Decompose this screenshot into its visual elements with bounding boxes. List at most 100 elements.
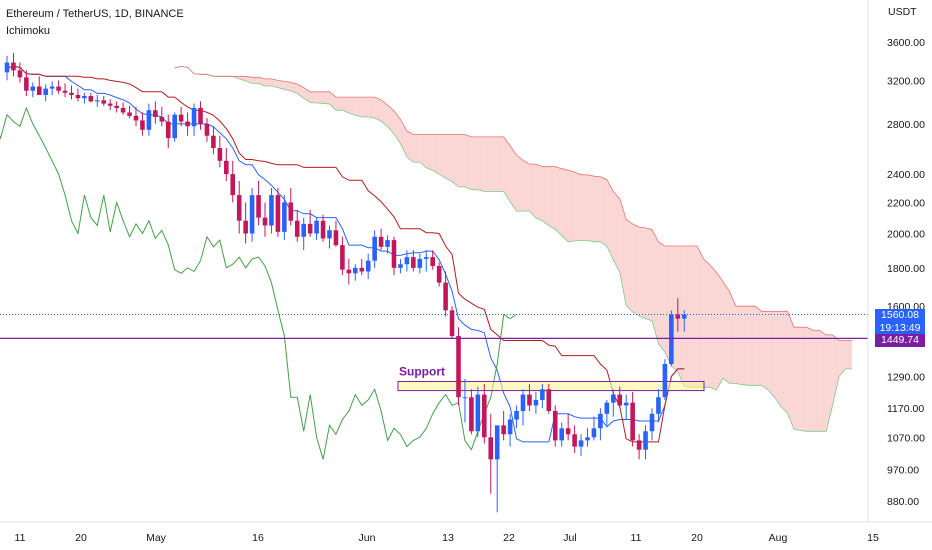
candle-body bbox=[604, 402, 610, 414]
candle-body bbox=[30, 86, 36, 91]
cloud-segment bbox=[613, 191, 620, 273]
last-price-tag: 1560.08 19:13:49 bbox=[875, 309, 925, 335]
candle bbox=[17, 62, 23, 83]
cloud-segment bbox=[303, 87, 311, 103]
candle bbox=[546, 384, 552, 414]
price-tick-label: 1800.00 bbox=[887, 263, 925, 275]
candle-body bbox=[36, 86, 42, 95]
time-tick-label: 16 bbox=[252, 532, 264, 544]
candle bbox=[140, 112, 145, 136]
candle-body bbox=[17, 70, 23, 78]
candle bbox=[224, 148, 229, 181]
candle-body bbox=[623, 402, 629, 406]
price-axis-unit: USDT bbox=[888, 6, 917, 18]
candle bbox=[256, 180, 261, 226]
candle bbox=[630, 391, 635, 447]
candle-body bbox=[585, 437, 590, 441]
candle bbox=[95, 94, 100, 107]
cloud-segment bbox=[574, 172, 582, 241]
tenkan-sen-line bbox=[6, 65, 685, 443]
candle-body bbox=[107, 103, 113, 106]
candle bbox=[49, 81, 55, 95]
candle-body bbox=[669, 314, 674, 364]
candle-body bbox=[327, 230, 332, 239]
candle-body bbox=[488, 437, 494, 460]
candle-body bbox=[11, 62, 16, 71]
candle-body bbox=[275, 195, 281, 232]
candle bbox=[230, 160, 236, 203]
candle bbox=[211, 126, 216, 155]
candle bbox=[11, 53, 16, 77]
candle-body bbox=[243, 220, 248, 234]
time-tick-label: Jul bbox=[563, 532, 576, 544]
candle-body bbox=[527, 394, 532, 406]
candle bbox=[178, 106, 184, 127]
candle-body bbox=[224, 160, 229, 175]
price-axis: 3600.00 3200.00 2800.00 2400.00 2200.00 2000.… bbox=[887, 37, 925, 508]
indicator-label[interactable]: Ichimoku bbox=[6, 25, 51, 37]
cloud-segment bbox=[774, 311, 781, 407]
candle bbox=[398, 258, 403, 274]
candle bbox=[353, 264, 358, 281]
horizontal-levels bbox=[0, 313, 868, 339]
candles bbox=[4, 53, 687, 513]
candle-body bbox=[43, 88, 48, 95]
candle-body bbox=[598, 413, 603, 429]
candle-body bbox=[165, 121, 171, 139]
candle-body bbox=[578, 440, 584, 447]
candle bbox=[153, 101, 158, 124]
candle-body bbox=[540, 389, 545, 400]
candle bbox=[243, 202, 248, 244]
cloud-segment bbox=[742, 306, 749, 386]
candle bbox=[75, 88, 81, 102]
cloud-segment bbox=[297, 83, 304, 99]
candle bbox=[327, 225, 332, 249]
candle-body bbox=[656, 397, 661, 414]
candle bbox=[43, 84, 48, 102]
candle-body bbox=[88, 96, 94, 102]
candle-body bbox=[230, 174, 236, 196]
candle bbox=[301, 217, 306, 251]
cloud-segment bbox=[593, 176, 601, 242]
candle-body bbox=[269, 195, 274, 226]
candle-body bbox=[24, 77, 29, 91]
candle-body bbox=[417, 258, 423, 268]
candle bbox=[30, 82, 36, 98]
candle bbox=[501, 410, 506, 441]
candle-body bbox=[411, 257, 416, 268]
candle bbox=[559, 422, 564, 447]
cloud-segment bbox=[239, 76, 246, 81]
cloud-segment bbox=[735, 306, 743, 385]
candle bbox=[456, 327, 461, 406]
candle-body bbox=[378, 236, 384, 247]
candle bbox=[585, 428, 590, 447]
cloud-segment bbox=[406, 130, 414, 163]
candle bbox=[365, 253, 371, 279]
candle-body bbox=[301, 223, 306, 237]
candle bbox=[62, 83, 68, 98]
candle-body bbox=[456, 336, 461, 398]
cloud-segment bbox=[510, 145, 517, 212]
cloud-segment bbox=[348, 97, 356, 116]
cloud-segment bbox=[310, 91, 317, 104]
candle-body bbox=[69, 92, 74, 95]
cloud-segment bbox=[710, 265, 717, 390]
candle-body bbox=[643, 431, 648, 450]
candle-body bbox=[572, 434, 577, 447]
candle bbox=[359, 258, 365, 276]
candle-body bbox=[262, 217, 268, 226]
candle-body bbox=[662, 363, 668, 398]
candle bbox=[275, 187, 281, 237]
cloud-segment bbox=[768, 311, 775, 398]
time-tick-label: 20 bbox=[691, 532, 703, 544]
candle bbox=[249, 187, 255, 242]
cloud-segment bbox=[413, 134, 420, 163]
support-rectangle bbox=[397, 380, 705, 392]
cloud-segment bbox=[335, 97, 343, 111]
time-tick-label: Jun bbox=[359, 532, 376, 544]
candle bbox=[56, 80, 61, 94]
candle bbox=[488, 413, 494, 494]
cloud-segment bbox=[368, 97, 375, 119]
candle-body bbox=[140, 120, 145, 130]
